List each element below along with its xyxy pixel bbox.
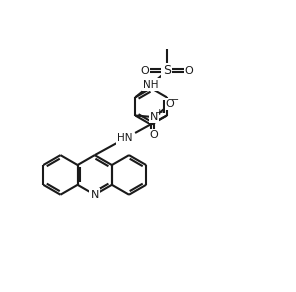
Text: +: + xyxy=(155,108,162,117)
Text: O: O xyxy=(184,66,193,76)
Text: HN: HN xyxy=(117,133,133,143)
Text: NH: NH xyxy=(143,79,159,90)
Text: O: O xyxy=(165,99,174,109)
Text: O: O xyxy=(150,130,159,140)
Text: −: − xyxy=(170,95,178,105)
Text: O: O xyxy=(141,66,149,76)
Text: N: N xyxy=(91,190,99,200)
Text: S: S xyxy=(163,64,171,77)
Text: N: N xyxy=(150,112,158,122)
